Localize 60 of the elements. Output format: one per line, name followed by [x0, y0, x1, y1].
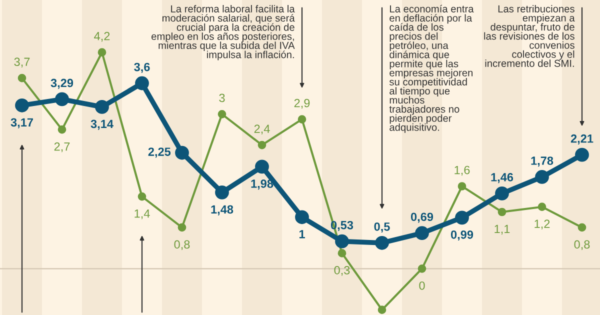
data-label: 4,2 [94, 32, 110, 42]
data-label: 1,6 [454, 166, 470, 176]
point [258, 140, 266, 150]
data-label: 0,69 [410, 212, 434, 223]
data-label: 3,14 [90, 120, 114, 130]
point [415, 226, 429, 240]
data-label: 1,1 [494, 224, 510, 235]
data-label: 3,7 [14, 58, 30, 68]
point [578, 223, 586, 232]
annotation: La reforma laboral facilita la moderación salarial, que será crucial para la creación de empleo en los años posteriores, mientras que la subida del IVA impulsa la inflación. [152, 5, 295, 60]
point [535, 170, 549, 184]
point [458, 182, 466, 190]
data-label: 2,7 [54, 142, 70, 152]
data-label: 2,4 [254, 124, 270, 134]
point [295, 210, 309, 224]
data-label: 1,78 [531, 156, 554, 167]
point [418, 264, 426, 273]
point [455, 210, 469, 225]
point [218, 110, 226, 118]
data-label: 2,25 [148, 148, 171, 158]
point [178, 223, 186, 232]
point [255, 160, 269, 174]
point [215, 185, 229, 200]
data-label: 1,4 [134, 209, 150, 220]
point [15, 98, 29, 112]
point [538, 202, 546, 212]
point [338, 249, 346, 258]
point [95, 100, 109, 114]
data-label: 3 [219, 94, 225, 102]
annotation: Las retribuciones empiezan a despuntar, fruto de las revisiones de los convenios colectivos y el incremento del SMI. [484, 5, 575, 67]
point [98, 48, 106, 57]
data-label: 2,9 [294, 98, 310, 109]
data-label: 1,46 [491, 173, 514, 184]
data-label: 0 [419, 281, 425, 290]
point [495, 186, 509, 200]
point [298, 115, 306, 124]
data-label: 3,17 [10, 118, 33, 128]
data-label: 1,48 [211, 205, 234, 216]
point [498, 208, 506, 216]
text: La economía entra en deflación por la caída de los precios del petróleo, una dinámica que permite que las empresas mejoren su competitividad al tiempo que muchos trabajadores no pierden poder adquisitivo. [389, 4, 474, 133]
data-label: 3,6 [134, 62, 150, 73]
point [55, 92, 69, 106]
data-label: 0,99 [450, 230, 474, 241]
data-label: 0,8 [174, 240, 190, 250]
data-label: 2,21 [570, 134, 594, 144]
point [135, 76, 149, 90]
point [335, 234, 349, 248]
point [378, 306, 386, 314]
data-label: 1 [299, 230, 305, 238]
data-label: 3,29 [50, 78, 74, 89]
data-label: 0,3 [334, 266, 350, 276]
point [575, 148, 589, 162]
data-label: 0,8 [574, 240, 590, 250]
data-label: 1,2 [534, 220, 550, 230]
point [18, 74, 26, 82]
point [375, 236, 389, 250]
data-label: 0,5 [374, 222, 390, 233]
point [175, 146, 189, 160]
point [58, 125, 66, 134]
point [138, 192, 146, 201]
